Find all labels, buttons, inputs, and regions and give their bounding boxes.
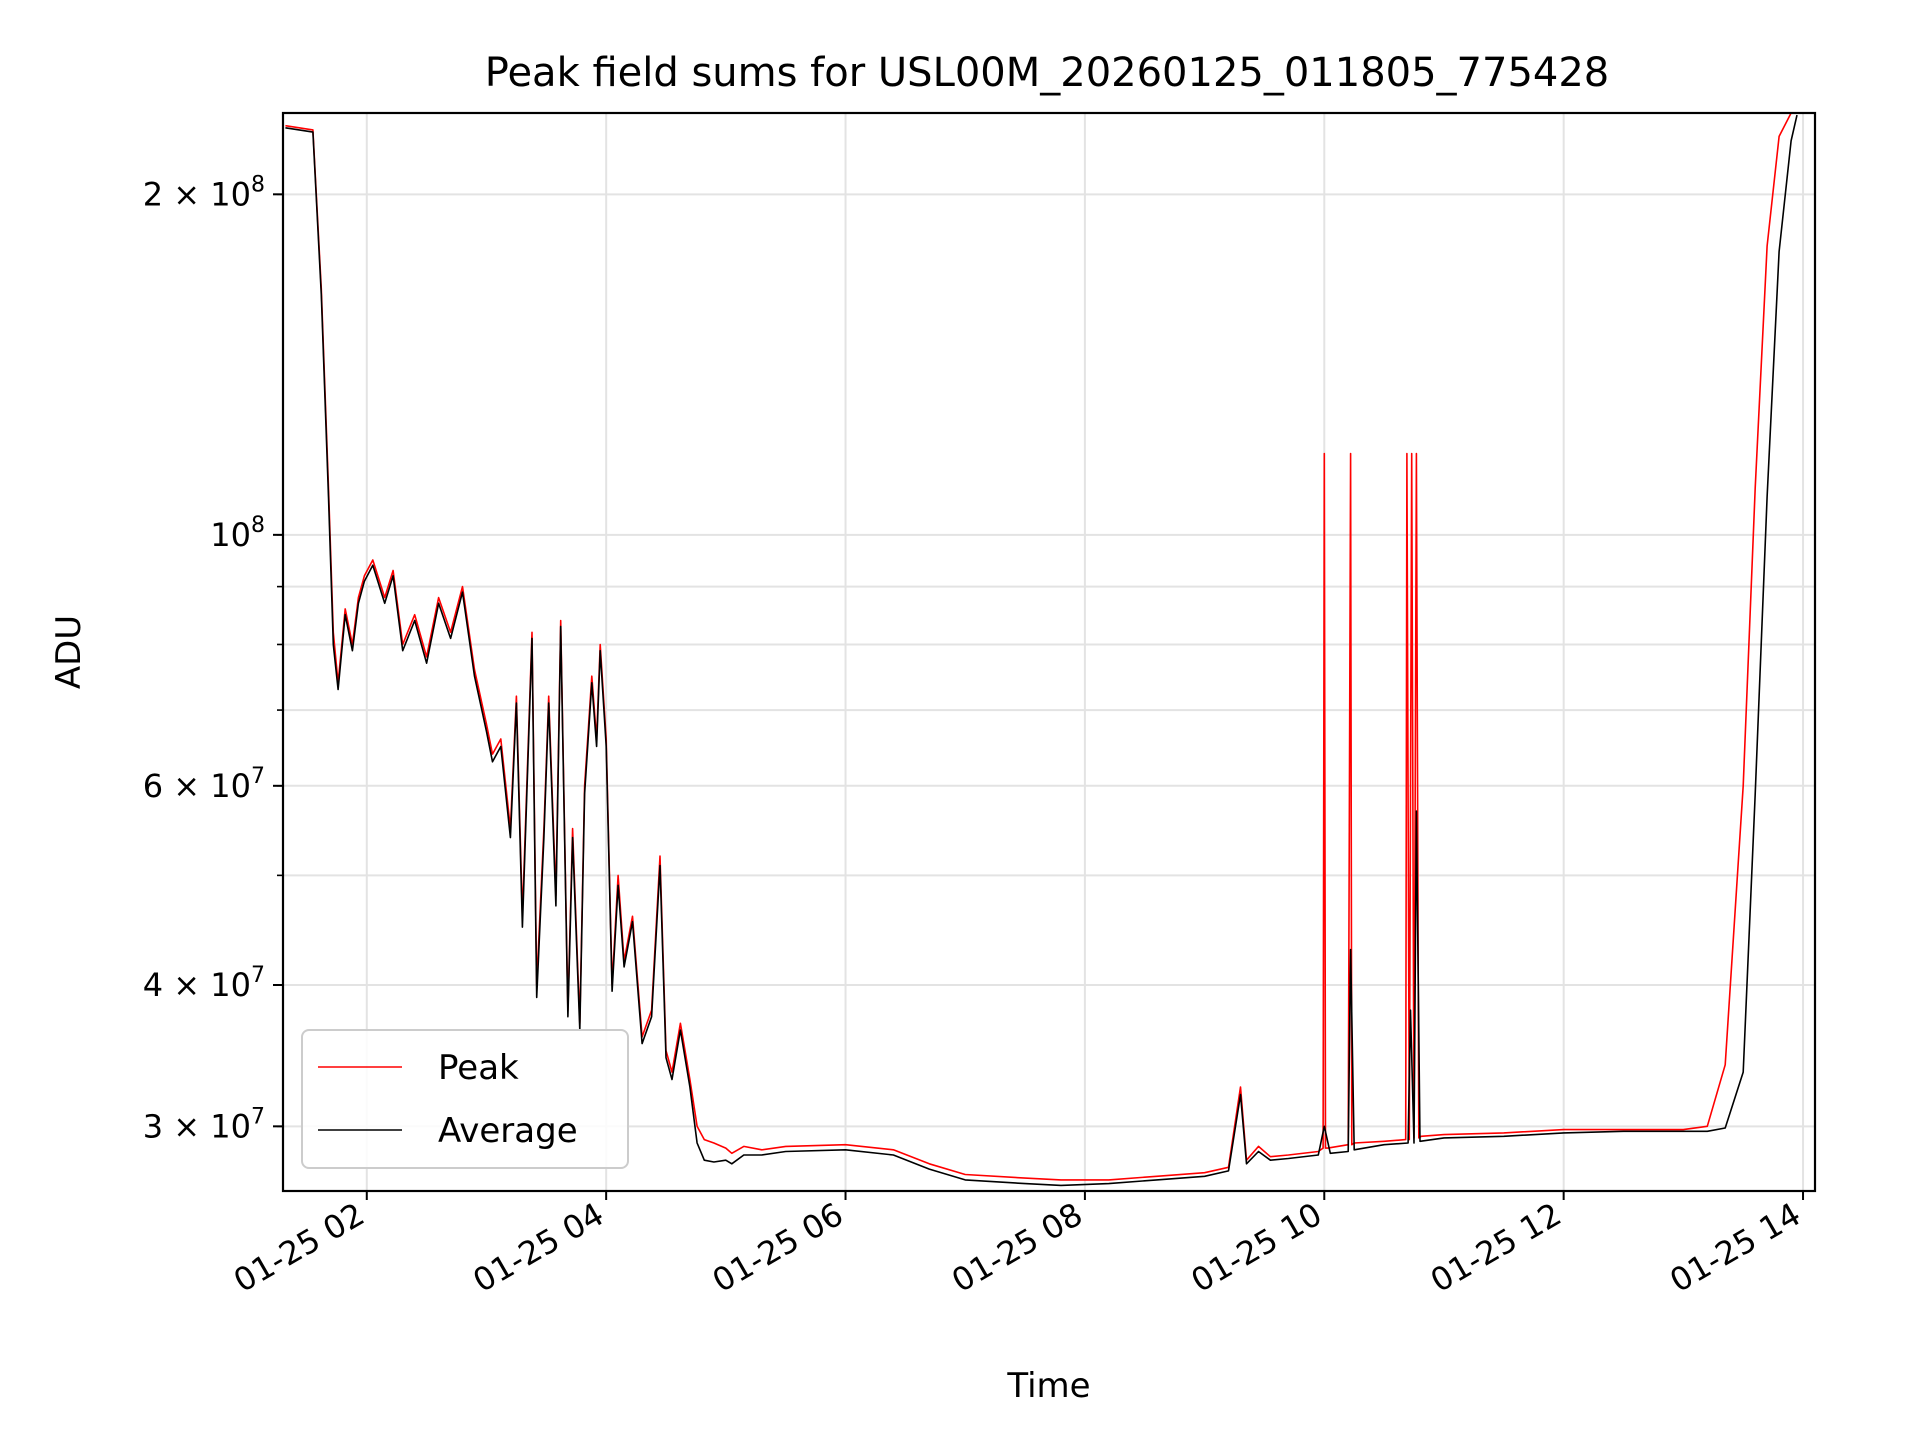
y-tick-label: 6 × 107 <box>143 764 265 805</box>
y-axis-ticks: 2 × 108 108 6 × 107 4 × 107 3 × 107 <box>143 172 283 1145</box>
chart-title: Peak field sums for USL00M_20260125_0118… <box>485 50 1610 96</box>
y-tick-label: 4 × 107 <box>143 963 265 1004</box>
y-axis-label: ADU <box>49 615 89 689</box>
series-line-peak <box>285 113 1793 1181</box>
legend-label-peak: Peak <box>438 1048 519 1088</box>
y-tick-label: 2 × 108 <box>143 172 265 213</box>
series-line-average <box>285 114 1798 1187</box>
y-tick-label: 108 <box>210 513 265 554</box>
legend-label-average: Average <box>438 1111 578 1151</box>
plot-frame <box>281 111 1817 1193</box>
y-tick-label: 3 × 107 <box>143 1104 265 1145</box>
legend: Peak Average <box>301 1029 629 1169</box>
x-axis-label: Time <box>1006 1366 1090 1406</box>
legend-box <box>301 1029 629 1169</box>
series-layer <box>285 113 1798 1187</box>
